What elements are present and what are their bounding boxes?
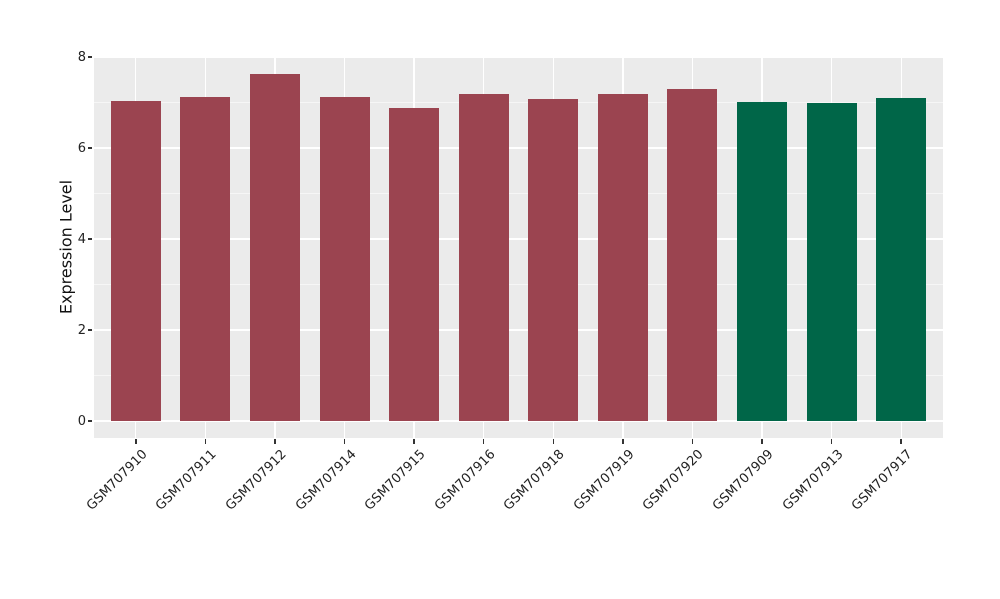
bar-GSM707915 — [389, 107, 440, 421]
gridline-minor-y1 — [94, 375, 943, 376]
x-tick-label-GSM707912: GSM707912 — [222, 447, 290, 514]
x-tick-label-GSM707920: GSM707920 — [640, 447, 708, 514]
x-tick-mark-GSM707918 — [552, 439, 555, 444]
y-axis-title: Expression Level — [56, 179, 76, 315]
bar-GSM707919 — [597, 94, 648, 421]
x-tick-label-GSM707911: GSM707911 — [153, 447, 220, 514]
x-tick-mark-GSM707914 — [343, 439, 346, 444]
x-tick-label-GSM707915: GSM707915 — [362, 447, 429, 514]
x-tick-label-GSM707917: GSM707917 — [849, 447, 916, 514]
y-tick-mark-0 — [88, 420, 92, 422]
x-tick-mark-GSM707919 — [622, 439, 624, 444]
plot-panel — [94, 56, 943, 438]
x-tick-label-GSM707909: GSM707909 — [710, 447, 777, 514]
gridline-major-y6 — [94, 147, 943, 149]
gridline-major-y8 — [94, 56, 943, 58]
x-tick-mark-GSM707913 — [830, 439, 833, 444]
x-tick-label-GSM707914: GSM707914 — [292, 447, 360, 514]
gridline-major-y4 — [94, 238, 943, 240]
y-tick-label-0: 0 — [77, 413, 86, 429]
bar-GSM707912 — [249, 73, 300, 421]
x-tick-mark-GSM707916 — [482, 439, 485, 444]
x-tick-label-GSM707916: GSM707916 — [431, 447, 499, 514]
x-tick-mark-GSM707920 — [691, 439, 694, 444]
y-tick-mark-4 — [88, 238, 92, 240]
gridline-major-y2 — [94, 329, 943, 331]
x-tick-mark-GSM707917 — [900, 439, 902, 444]
gridline-minor-y3 — [94, 284, 943, 285]
x-tick-mark-GSM707909 — [761, 439, 763, 444]
bar-GSM707918 — [528, 98, 579, 421]
bar-GSM707916 — [458, 94, 509, 421]
x-tick-label-GSM707910: GSM707910 — [83, 447, 151, 514]
gridline-minor-y5 — [94, 193, 943, 194]
y-tick-label-8: 8 — [77, 49, 86, 65]
y-tick-label-4: 4 — [77, 231, 86, 247]
x-tick-label-GSM707919: GSM707919 — [570, 447, 638, 514]
x-tick-mark-GSM707915 — [413, 439, 415, 444]
x-tick-mark-GSM707911 — [204, 439, 207, 444]
bar-GSM707920 — [667, 89, 718, 421]
bar-GSM707910 — [110, 101, 161, 421]
x-tick-label-GSM707918: GSM707918 — [501, 447, 568, 514]
y-tick-label-6: 6 — [77, 140, 86, 156]
bar-GSM707913 — [806, 102, 857, 421]
bar-GSM707917 — [876, 97, 927, 421]
x-tick-label-GSM707913: GSM707913 — [779, 447, 847, 514]
y-tick-mark-6 — [88, 147, 92, 149]
x-tick-mark-GSM707912 — [274, 439, 276, 444]
bar-GSM707909 — [737, 102, 788, 421]
x-tick-mark-GSM707910 — [135, 439, 137, 444]
bar-GSM707911 — [180, 97, 231, 421]
y-tick-label-2: 2 — [77, 322, 86, 338]
y-tick-mark-2 — [88, 329, 92, 331]
bar-GSM707914 — [319, 97, 370, 421]
gridline-minor-y7 — [94, 102, 943, 103]
gridline-major-y0 — [94, 420, 943, 422]
y-tick-mark-8 — [88, 56, 92, 58]
